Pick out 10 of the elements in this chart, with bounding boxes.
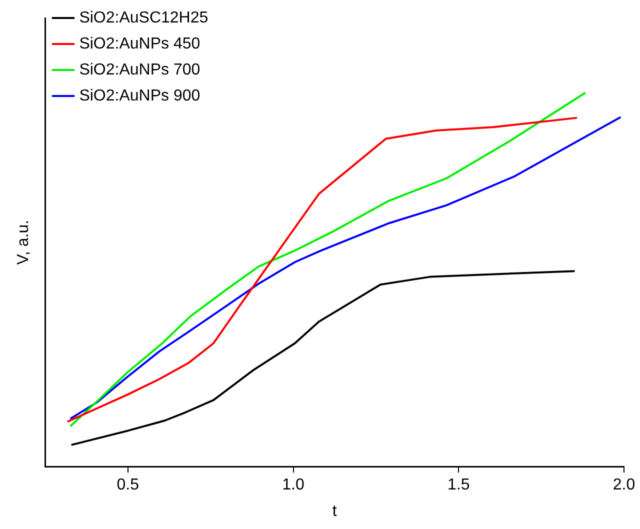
y-axis-title: V, a.u. <box>15 220 32 265</box>
x-tick-label: 1.5 <box>448 476 470 494</box>
x-axis-title: t <box>332 502 338 520</box>
x-tick-label: 0.5 <box>116 476 140 494</box>
legend-label: SiO2:AuNPs 700 <box>79 61 200 78</box>
x-tick-label: 2.0 <box>612 476 636 494</box>
legend-label: SiO2:AuSC12H25 <box>79 9 208 26</box>
legend-label: SiO2:AuNPs 900 <box>79 87 200 104</box>
x-tick-label: 1.0 <box>282 476 304 494</box>
legend-label: SiO2:AuNPs 450 <box>79 35 200 52</box>
